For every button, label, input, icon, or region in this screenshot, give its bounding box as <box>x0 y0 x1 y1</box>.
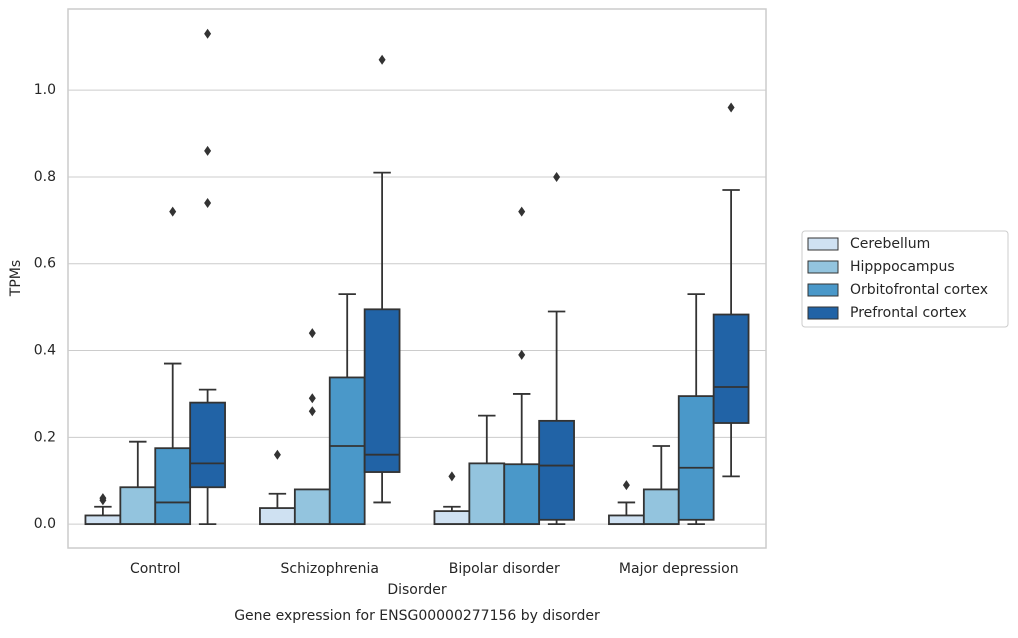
box <box>503 463 541 526</box>
plot-frame <box>67 8 767 549</box>
outlier <box>378 54 386 65</box>
legend-swatch <box>807 283 839 297</box>
box <box>259 507 296 526</box>
outlier <box>622 480 630 491</box>
outlier <box>518 349 526 360</box>
y-axis-label: TPMs <box>8 260 24 297</box>
legend-swatch <box>807 237 839 251</box>
outlier <box>727 102 735 113</box>
outlier <box>273 449 281 460</box>
box <box>538 419 575 521</box>
box <box>293 488 331 526</box>
legend-label: Cerebellum <box>850 236 930 252</box>
box <box>328 376 366 526</box>
chart-title: Gene expression for ENSG00000277156 by d… <box>234 608 600 624</box>
box <box>363 308 401 473</box>
outlier <box>99 495 107 506</box>
legend-label: Prefrontal cortex <box>850 305 967 321</box>
outlier <box>553 171 561 182</box>
box <box>468 462 506 526</box>
legend-swatch <box>807 306 839 320</box>
box <box>642 488 680 526</box>
y-tick-label: 0.6 <box>34 256 56 272</box>
y-tick-label: 0.0 <box>34 516 56 532</box>
box <box>608 514 645 526</box>
outlier <box>204 28 212 39</box>
box <box>154 447 192 526</box>
x-tick-label: Major depression <box>619 561 739 577</box>
outlier <box>448 471 456 482</box>
y-tick-label: 0.4 <box>34 343 56 359</box>
y-tick-label: 1.0 <box>34 82 56 98</box>
outlier <box>204 145 212 156</box>
box <box>84 514 122 526</box>
box <box>712 313 750 424</box>
box <box>189 401 226 489</box>
x-tick-label: Schizophrenia <box>281 561 379 577</box>
y-tick-label: 0.8 <box>34 169 56 185</box>
x-tick-label: Bipolar disorder <box>449 561 560 577</box>
box <box>119 486 157 526</box>
y-tick-label: 0.2 <box>34 429 56 445</box>
outlier <box>204 197 212 208</box>
legend-label: Orbitofrontal cortex <box>850 282 988 298</box>
legend-label: Hipppocampus <box>850 259 955 275</box>
outlier <box>308 406 316 417</box>
box <box>677 395 715 521</box>
x-tick-label: Control <box>130 561 181 577</box>
outlier <box>308 328 316 339</box>
outlier <box>169 206 177 217</box>
outlier <box>518 206 526 217</box>
legend-frame <box>801 230 1009 328</box>
box <box>433 510 471 526</box>
legend-swatch <box>807 260 839 274</box>
outlier <box>308 393 316 404</box>
x-axis-label: Disorder <box>387 582 447 598</box>
